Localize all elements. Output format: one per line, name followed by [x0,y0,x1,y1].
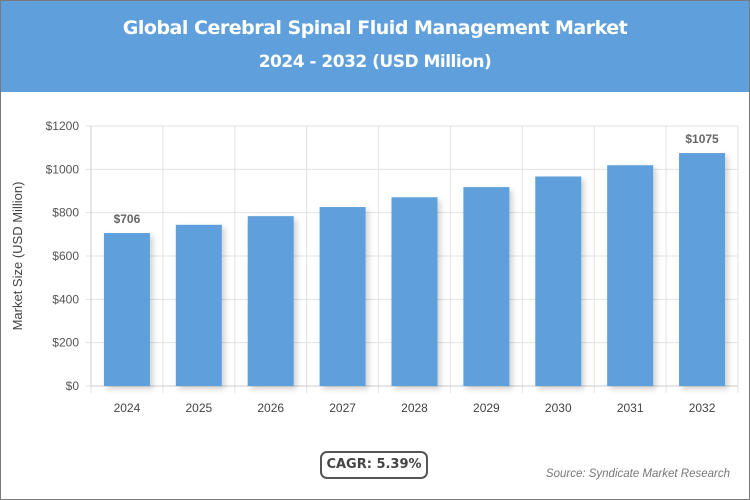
x-tick-label: 2028 [401,401,428,415]
x-tick-label: 2025 [185,401,212,415]
x-tick-label: 2024 [114,401,141,415]
cagr-badge: CAGR: 5.39% [320,451,428,479]
data-label: $706 [114,212,141,226]
y-tick-label: $400 [52,292,79,306]
x-tick-label: 2029 [473,401,500,415]
source-note: Source: Syndicate Market Research [545,468,730,480]
chart-subtitle: 2024 - 2032 (USD Million) [258,52,492,72]
bar-2032 [679,153,726,386]
x-tick-label: 2027 [329,401,356,415]
bar-2026 [247,216,294,386]
y-tick-label: $1200 [46,119,80,133]
x-tick-label: 2026 [257,401,284,415]
bar-2030 [535,176,582,386]
data-label: $1075 [685,132,719,146]
x-tick-label: 2032 [689,401,716,415]
chart-title: Global Cerebral Spinal Fluid Management … [122,17,628,39]
y-tick-label: $200 [52,336,79,350]
bar-2031 [607,165,654,386]
bar-2028 [391,197,438,386]
y-tick-label: $600 [52,249,79,263]
y-tick-label: $800 [52,206,79,220]
bar-2024 [103,233,150,386]
x-tick-label: 2031 [617,401,644,415]
bar-2029 [463,187,510,386]
x-tick-label: 2030 [545,401,572,415]
bar-2025 [175,224,222,386]
chart-header: Global Cerebral Spinal Fluid Management … [1,1,749,92]
y-tick-label: $0 [66,379,80,393]
y-tick-label: $1000 [46,162,80,176]
bar-2027 [319,207,366,386]
y-axis-title: Market Size (USD Million) [10,182,25,331]
